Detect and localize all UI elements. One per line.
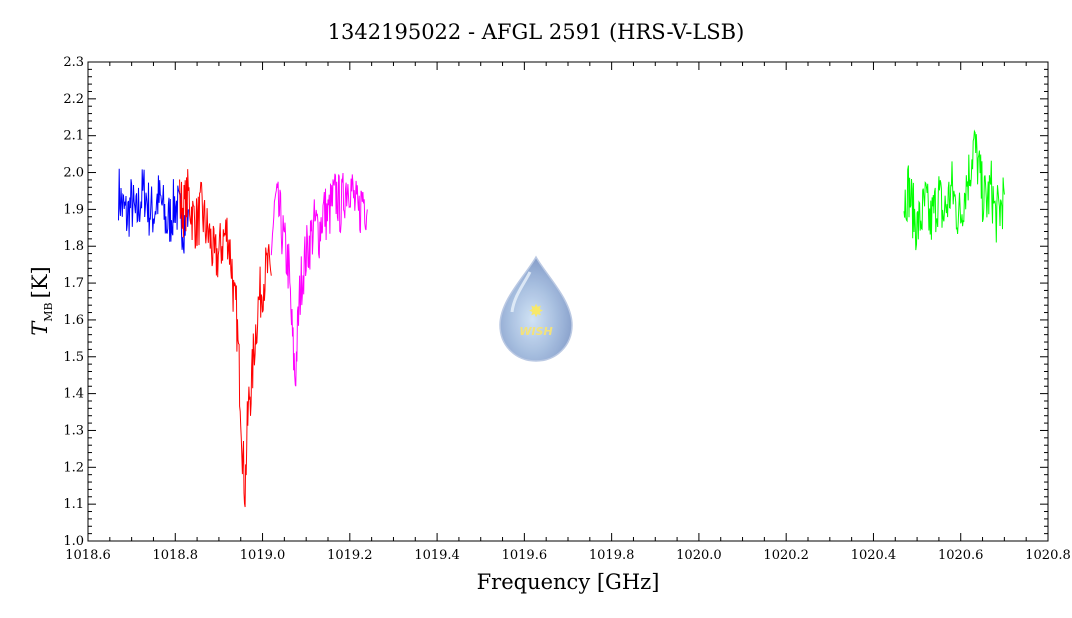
y-tick-label: 1.8 bbox=[63, 239, 84, 254]
water-drop-icon bbox=[499, 255, 573, 362]
x-tick-label: 1020.4 bbox=[851, 548, 897, 563]
chart-title: 1342195022 - AFGL 2591 (HRS-V-LSB) bbox=[328, 20, 745, 44]
x-tick-label: 1019.4 bbox=[414, 548, 460, 563]
ticks-layer: 1018.6 1018.8 1019.0 1019.2 1019.4 1019.6 1019… bbox=[63, 55, 1070, 563]
y-tick-label: 2.3 bbox=[63, 55, 84, 70]
y-tick-label: 2.2 bbox=[63, 92, 84, 107]
y-axis-label-unit: [K] bbox=[28, 266, 52, 298]
x-tick-label: 1020.0 bbox=[676, 548, 722, 563]
y-tick-label: 1.1 bbox=[63, 497, 84, 512]
y-tick-label: 1.2 bbox=[63, 460, 84, 475]
x-axis-label: Frequency [GHz] bbox=[477, 570, 660, 594]
y-tick-label: 1.0 bbox=[63, 534, 84, 549]
y-tick-label: 1.3 bbox=[63, 423, 84, 438]
star-icon: ✸ bbox=[528, 301, 543, 322]
series-line-2 bbox=[179, 169, 272, 508]
y-tick-label: 2.1 bbox=[63, 129, 84, 144]
x-tick-label: 1019.6 bbox=[502, 548, 548, 563]
y-axis-label-subscript: MB bbox=[42, 302, 55, 321]
y-axis-label: TMB [K] bbox=[28, 266, 55, 335]
drop-highlight bbox=[510, 271, 532, 313]
series-line-1 bbox=[118, 168, 189, 254]
x-tick-label: 1018.8 bbox=[153, 548, 199, 563]
y-tick-label: 1.5 bbox=[63, 350, 84, 365]
wish-logo: ✸ WISH bbox=[499, 255, 573, 362]
y-tick-label: 2.0 bbox=[63, 166, 84, 181]
series-line-4 bbox=[903, 129, 1005, 251]
y-tick-label: 1.4 bbox=[63, 387, 84, 402]
y-tick-label: 1.6 bbox=[63, 313, 84, 328]
svg-text:TMB[K]: TMB [K] bbox=[28, 266, 55, 335]
x-tick-label: 1019.2 bbox=[327, 548, 373, 563]
series-line-3 bbox=[270, 172, 368, 387]
x-tick-label: 1019.8 bbox=[589, 548, 635, 563]
y-tick-label: 1.9 bbox=[63, 202, 84, 217]
x-tick-label: 1020.2 bbox=[763, 548, 809, 563]
series-layer bbox=[118, 129, 1005, 508]
x-tick-label: 1019.0 bbox=[240, 548, 286, 563]
x-tick-label: 1018.6 bbox=[65, 548, 111, 563]
wish-logo-text: WISH bbox=[519, 325, 552, 338]
y-tick-label: 1.7 bbox=[63, 276, 84, 291]
y-axis-label-symbol: T bbox=[28, 320, 52, 336]
x-tick-label: 1020.8 bbox=[1025, 548, 1071, 563]
x-tick-label: 1020.6 bbox=[938, 548, 984, 563]
